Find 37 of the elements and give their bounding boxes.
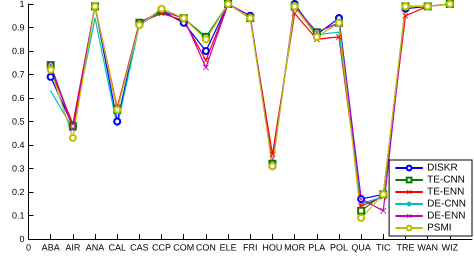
y-tick-label: 0.1 <box>12 210 25 220</box>
y-tick-label: 0 <box>19 234 25 244</box>
x-tick-label: QUA <box>351 242 371 252</box>
x-tick-label: TIC <box>376 242 392 252</box>
legend-label: DE-ENN <box>427 210 466 222</box>
y-tick-label: 0.6 <box>12 93 25 103</box>
y-tick-label: 1 <box>19 0 25 9</box>
x-tick-label: WIZ <box>442 242 459 252</box>
text: 0 <box>26 242 32 252</box>
x-tick-label: ABA <box>42 242 60 252</box>
x-tick-label: PLA <box>308 242 326 252</box>
x-tick-label: CCP <box>152 242 172 252</box>
y-tick-label: 0.9 <box>12 22 25 32</box>
y-tick-label: 0.2 <box>12 187 25 197</box>
x-tick-label: HOU <box>262 242 282 252</box>
x-tick-label: AIR <box>65 242 81 252</box>
legend-label: PSMI <box>427 222 452 234</box>
x-tick-label: MOR <box>284 242 306 252</box>
legend-label: DISKR <box>427 162 458 174</box>
x-tick-label: TRE <box>396 242 414 252</box>
y-tick-label: 0.3 <box>12 164 25 174</box>
legend-label: TE-ENN <box>427 186 464 198</box>
x-tick-label: CAS <box>130 242 149 252</box>
x-tick-label: CAL <box>108 242 126 252</box>
x-tick-label: CON <box>196 242 216 252</box>
x-tick-label: COM <box>173 242 194 252</box>
x-tick-label: WAN <box>417 242 438 252</box>
x-tick-label: POL <box>330 242 348 252</box>
x-tick-label: ANA <box>86 242 104 252</box>
x-tick-label: FRI <box>243 242 258 252</box>
legend-label: DE-CNN <box>427 198 466 210</box>
y-tick-label: 0.7 <box>12 70 25 80</box>
x-tick-label: ELE <box>220 242 237 252</box>
legend-label: TE-CNN <box>427 174 465 186</box>
y-tick-label: 0.4 <box>12 140 25 150</box>
y-tick-label: 0.8 <box>12 46 25 56</box>
y-tick-label: 0.5 <box>12 116 25 126</box>
